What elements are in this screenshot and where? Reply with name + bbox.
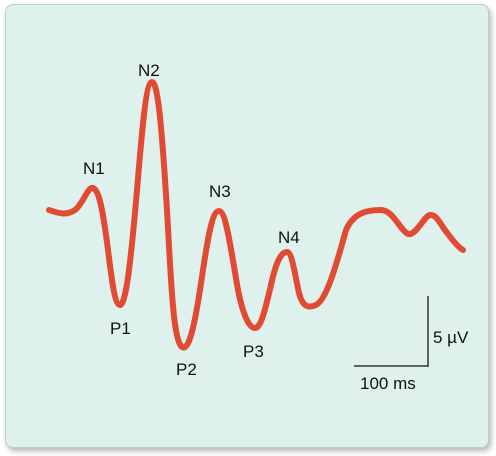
peak-label-p2: P2	[176, 360, 197, 379]
peak-label-n1: N1	[83, 159, 105, 178]
scale-time-label: 100 ms	[360, 374, 416, 393]
peak-label-n3: N3	[209, 182, 231, 201]
peak-label-n4: N4	[278, 228, 300, 247]
peak-label-n2: N2	[138, 61, 160, 80]
erp-waveform	[46, 79, 466, 351]
scale-amplitude-label: 5 µV	[433, 328, 469, 347]
figure-panel	[5, 4, 489, 448]
peak-label-p1: P1	[110, 319, 131, 338]
peak-label-p3: P3	[243, 342, 264, 361]
